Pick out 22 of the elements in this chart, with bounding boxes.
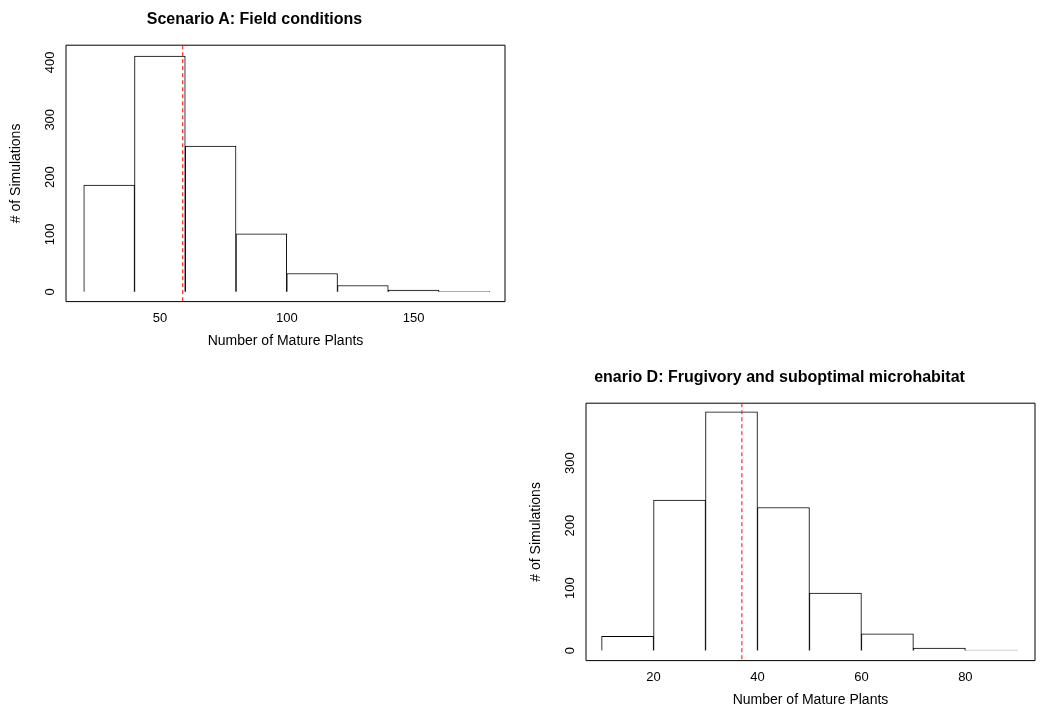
y-tick-label: 200 xyxy=(562,514,578,537)
y-axis-title: # of Simulations xyxy=(527,482,544,582)
y-tick-label: 300 xyxy=(42,108,58,131)
y-tick-label: 400 xyxy=(42,51,58,74)
y-tick-label: 200 xyxy=(42,166,58,188)
y-tick-label: 300 xyxy=(562,452,578,475)
x-tick-label: 50 xyxy=(152,309,168,325)
y-tick-label: 100 xyxy=(562,577,578,599)
chart-title: enario D: Frugivory and suboptimal microhabitat xyxy=(594,368,966,386)
x-tick-label: 100 xyxy=(275,309,298,325)
y-tick-label: 0 xyxy=(562,646,578,655)
y-tick-label: 100 xyxy=(42,223,58,246)
x-axis-title: Number of Mature Plants xyxy=(732,691,889,708)
y-tick-label: 0 xyxy=(42,288,58,296)
y-axis-title: # of Simulations xyxy=(7,123,24,224)
x-axis-title: Number of Mature Plants xyxy=(207,332,364,349)
x-tick-label: 20 xyxy=(646,668,661,684)
x-tick-label: 150 xyxy=(402,309,425,325)
x-tick-label: 80 xyxy=(958,668,973,684)
chart-title: Scenario A: Field conditions xyxy=(146,10,363,28)
x-tick-label: 40 xyxy=(750,668,765,684)
x-tick-label: 60 xyxy=(854,668,869,684)
